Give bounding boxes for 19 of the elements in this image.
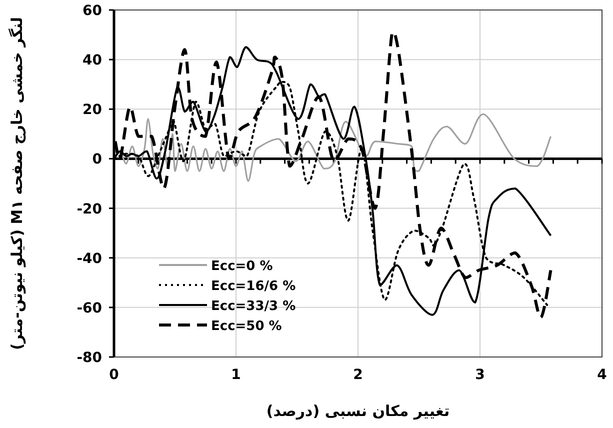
x-axis-title: تغییر مکان نسبی (درصد) [266, 402, 450, 420]
legend-label: Ecc=16/6 % [211, 279, 296, 294]
legend-label: Ecc=33/3 % [211, 299, 296, 314]
y-tick-label: -40 [76, 250, 102, 267]
y-tick-label: -60 [76, 300, 102, 316]
x-tick-label: 2 [353, 367, 363, 383]
legend-label: Ecc=50 % [211, 319, 282, 334]
x-tick-label: 1 [231, 367, 241, 383]
y-tick-label: 40 [82, 52, 102, 69]
x-tick-label: 0 [109, 367, 120, 383]
y-tick-label: -80 [76, 350, 102, 366]
y-tick-label: 0 [92, 152, 102, 168]
y-tick-label: 20 [82, 102, 102, 118]
legend-label: Ecc=0 % [211, 259, 273, 274]
y-tick-label: -20 [76, 201, 102, 218]
y-axis-title: لنگر خمشی خارج صفحه M۱ (کیلو نیوتن-متر) [8, 17, 26, 350]
x-tick-label: 3 [475, 367, 485, 383]
x-tick-label: 4 [597, 367, 608, 383]
y-tick-label: 60 [82, 3, 102, 19]
